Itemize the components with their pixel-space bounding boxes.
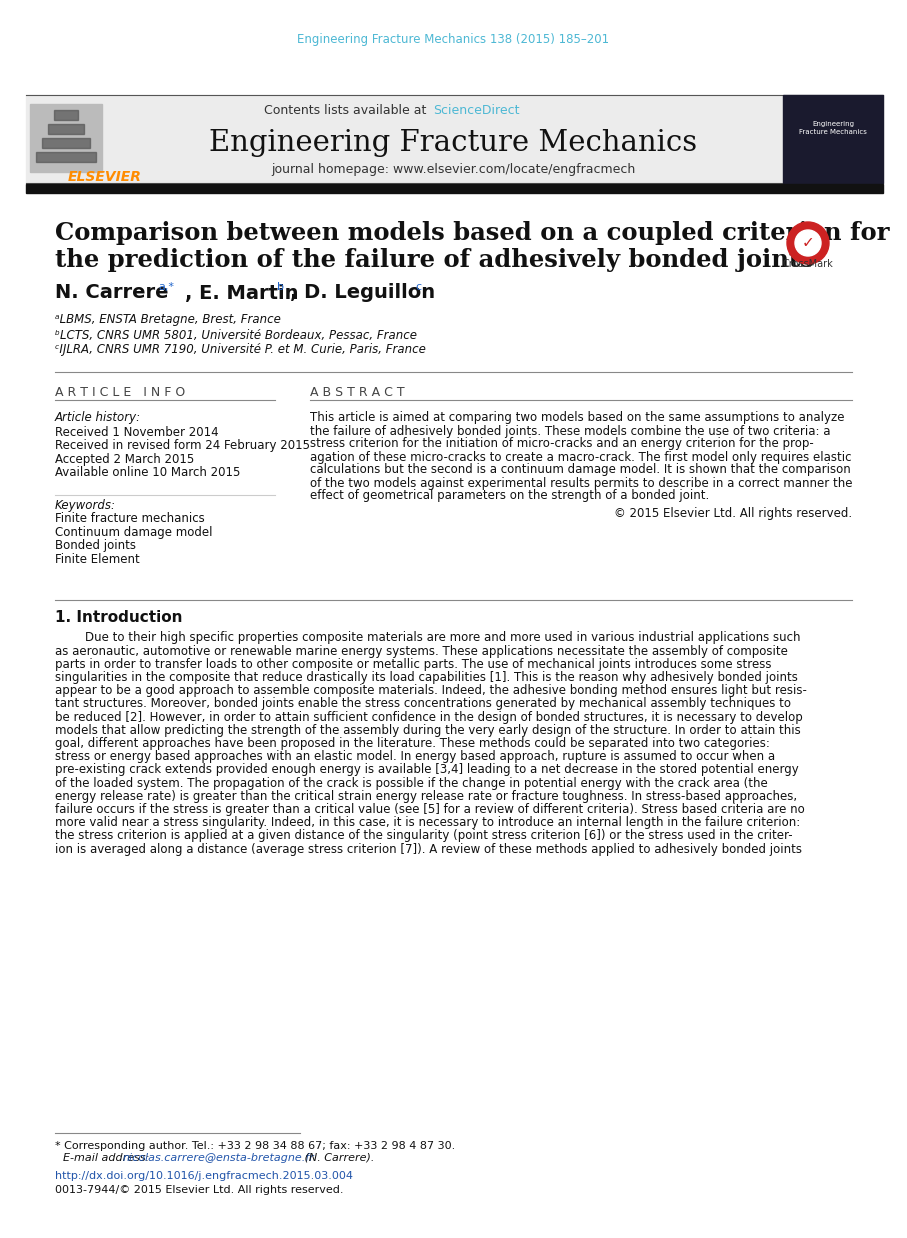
Bar bbox=[54, 110, 78, 120]
Text: , D. Leguillon: , D. Leguillon bbox=[290, 284, 435, 302]
Text: Keywords:: Keywords: bbox=[55, 499, 116, 511]
Text: ᵇLCTS, CNRS UMR 5801, Université Bordeaux, Pessac, France: ᵇLCTS, CNRS UMR 5801, Université Bordeau… bbox=[55, 328, 417, 342]
Text: ᶜIJLRA, CNRS UMR 7190, Université P. et M. Curie, Paris, France: ᶜIJLRA, CNRS UMR 7190, Université P. et … bbox=[55, 343, 426, 357]
Text: calculations but the second is a continuum damage model. It is shown that the co: calculations but the second is a continu… bbox=[310, 463, 851, 477]
Text: A R T I C L E   I N F O: A R T I C L E I N F O bbox=[55, 385, 185, 399]
Text: N. Carrere: N. Carrere bbox=[55, 284, 169, 302]
Text: © 2015 Elsevier Ltd. All rights reserved.: © 2015 Elsevier Ltd. All rights reserved… bbox=[614, 506, 852, 520]
Text: singularities in the composite that reduce drastically its load capabilities [1]: singularities in the composite that redu… bbox=[55, 671, 798, 685]
Text: the stress criterion is applied at a given distance of the singularity (point st: the stress criterion is applied at a giv… bbox=[55, 829, 793, 843]
Text: Available online 10 March 2015: Available online 10 March 2015 bbox=[55, 465, 240, 479]
Bar bbox=[36, 152, 96, 162]
Text: tant structures. Moreover, bonded joints enable the stress concentrations genera: tant structures. Moreover, bonded joints… bbox=[55, 697, 791, 711]
Text: ᵃLBMS, ENSTA Bretagne, Brest, France: ᵃLBMS, ENSTA Bretagne, Brest, France bbox=[55, 313, 281, 327]
Text: ion is averaged along a distance (average stress criterion [7]). A review of the: ion is averaged along a distance (averag… bbox=[55, 843, 802, 855]
Text: effect of geometrical parameters on the strength of a bonded joint.: effect of geometrical parameters on the … bbox=[310, 489, 709, 503]
Text: Finite fracture mechanics: Finite fracture mechanics bbox=[55, 513, 205, 525]
Text: Received in revised form 24 February 2015: Received in revised form 24 February 201… bbox=[55, 439, 310, 452]
Bar bbox=[30, 104, 102, 172]
Text: Engineering
Fracture Mechanics: Engineering Fracture Mechanics bbox=[799, 121, 867, 135]
Bar bbox=[26, 95, 883, 183]
Circle shape bbox=[787, 222, 829, 264]
Text: more valid near a stress singularity. Indeed, in this case, it is necessary to i: more valid near a stress singularity. In… bbox=[55, 816, 800, 829]
Text: as aeronautic, automotive or renewable marine energy systems. These applications: as aeronautic, automotive or renewable m… bbox=[55, 645, 788, 657]
Text: c: c bbox=[415, 282, 421, 292]
Text: pre-existing crack extends provided enough energy is available [3,4] leading to : pre-existing crack extends provided enou… bbox=[55, 764, 799, 776]
Text: http://dx.doi.org/10.1016/j.engfracmech.2015.03.004: http://dx.doi.org/10.1016/j.engfracmech.… bbox=[55, 1171, 353, 1181]
Text: a,*: a,* bbox=[158, 282, 174, 292]
Text: appear to be a good approach to assemble composite materials. Indeed, the adhesi: appear to be a good approach to assemble… bbox=[55, 685, 807, 697]
Bar bbox=[42, 137, 90, 149]
Text: Continuum damage model: Continuum damage model bbox=[55, 526, 212, 539]
Text: the failure of adhesively bonded joints. These models combine the use of two cri: the failure of adhesively bonded joints.… bbox=[310, 425, 831, 437]
Text: stress or energy based approaches with an elastic model. In energy based approac: stress or energy based approaches with a… bbox=[55, 750, 775, 764]
Text: models that allow predicting the strength of the assembly during the very early : models that allow predicting the strengt… bbox=[55, 724, 801, 737]
Text: ELSEVIER: ELSEVIER bbox=[68, 170, 141, 184]
Text: * Corresponding author. Tel.: +33 2 98 34 88 67; fax: +33 2 98 4 87 30.: * Corresponding author. Tel.: +33 2 98 3… bbox=[55, 1141, 455, 1151]
Text: of the loaded system. The propagation of the crack is possible if the change in : of the loaded system. The propagation of… bbox=[55, 776, 767, 790]
Text: ✓: ✓ bbox=[802, 235, 814, 250]
Text: This article is aimed at comparing two models based on the same assumptions to a: This article is aimed at comparing two m… bbox=[310, 411, 844, 425]
Text: journal homepage: www.elsevier.com/locate/engfracmech: journal homepage: www.elsevier.com/locat… bbox=[271, 163, 635, 177]
Text: CrossMark: CrossMark bbox=[783, 259, 834, 269]
Text: b: b bbox=[277, 282, 284, 292]
Text: Finite Element: Finite Element bbox=[55, 553, 140, 566]
Text: , E. Martin: , E. Martin bbox=[185, 284, 298, 302]
Bar bbox=[48, 124, 84, 134]
Text: Engineering Fracture Mechanics: Engineering Fracture Mechanics bbox=[209, 129, 697, 157]
Bar bbox=[26, 184, 883, 193]
Text: the prediction of the failure of adhesively bonded joints: the prediction of the failure of adhesiv… bbox=[55, 248, 814, 272]
Text: stress criterion for the initiation of micro-cracks and an energy criterion for : stress criterion for the initiation of m… bbox=[310, 437, 814, 451]
Text: Comparison between models based on a coupled criterion for: Comparison between models based on a cou… bbox=[55, 222, 890, 245]
Text: A B S T R A C T: A B S T R A C T bbox=[310, 385, 405, 399]
Text: (N. Carrere).: (N. Carrere). bbox=[301, 1153, 375, 1162]
Text: Engineering Fracture Mechanics 138 (2015) 185–201: Engineering Fracture Mechanics 138 (2015… bbox=[297, 33, 610, 47]
Text: ScienceDirect: ScienceDirect bbox=[433, 104, 520, 116]
Text: energy release rate) is greater than the critical strain energy release rate or : energy release rate) is greater than the… bbox=[55, 790, 797, 803]
Text: Article history:: Article history: bbox=[55, 411, 141, 425]
Text: be reduced [2]. However, in order to attain sufficient confidence in the design : be reduced [2]. However, in order to att… bbox=[55, 711, 803, 724]
Text: of the two models against experimental results permits to describe in a correct : of the two models against experimental r… bbox=[310, 477, 853, 489]
Text: Contents lists available at: Contents lists available at bbox=[264, 104, 430, 116]
Text: Accepted 2 March 2015: Accepted 2 March 2015 bbox=[55, 453, 194, 465]
Text: Due to their high specific properties composite materials are more and more used: Due to their high specific properties co… bbox=[85, 631, 801, 645]
Text: E-mail address:: E-mail address: bbox=[63, 1153, 153, 1162]
Text: Received 1 November 2014: Received 1 November 2014 bbox=[55, 426, 219, 438]
Text: nicolas.carrere@ensta-bretagne.fr: nicolas.carrere@ensta-bretagne.fr bbox=[123, 1153, 315, 1162]
Text: goal, different approaches have been proposed in the literature. These methods c: goal, different approaches have been pro… bbox=[55, 737, 770, 750]
Circle shape bbox=[795, 230, 821, 256]
Text: 0013-7944/© 2015 Elsevier Ltd. All rights reserved.: 0013-7944/© 2015 Elsevier Ltd. All right… bbox=[55, 1185, 344, 1195]
Text: failure occurs if the stress is greater than a critical value (see [5] for a rev: failure occurs if the stress is greater … bbox=[55, 803, 805, 816]
Text: parts in order to transfer loads to other composite or metallic parts. The use o: parts in order to transfer loads to othe… bbox=[55, 657, 772, 671]
Bar bbox=[783, 95, 883, 183]
Text: agation of these micro-cracks to create a macro-crack. The first model only requ: agation of these micro-cracks to create … bbox=[310, 451, 852, 463]
Text: Bonded joints: Bonded joints bbox=[55, 540, 136, 552]
Text: 1. Introduction: 1. Introduction bbox=[55, 610, 182, 625]
